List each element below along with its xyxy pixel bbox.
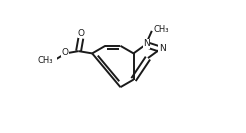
Text: CH₃: CH₃ bbox=[154, 25, 169, 34]
Text: O: O bbox=[62, 48, 69, 57]
Text: N: N bbox=[159, 44, 166, 53]
Text: O: O bbox=[78, 29, 85, 38]
Text: N: N bbox=[143, 39, 150, 48]
Text: CH₃: CH₃ bbox=[38, 56, 53, 65]
